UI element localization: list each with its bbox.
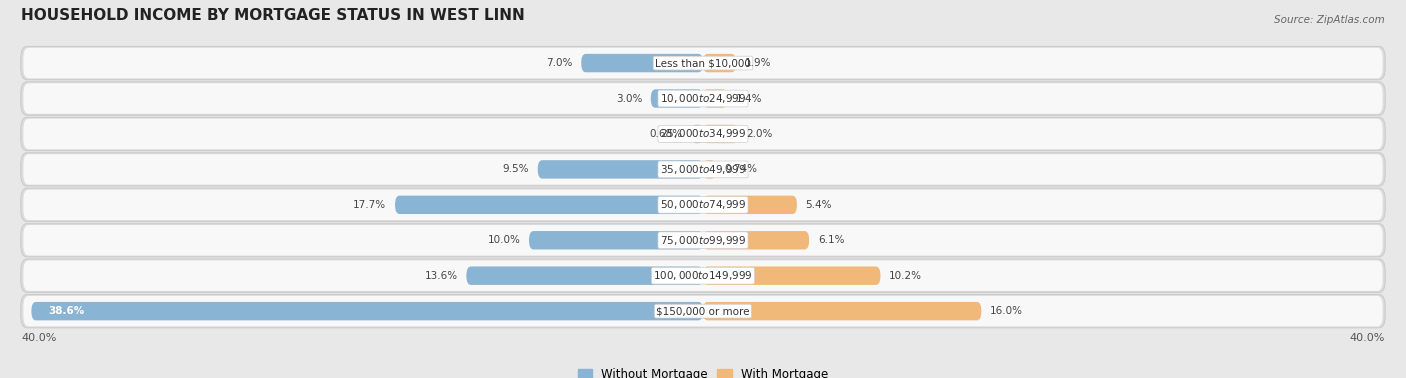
Text: Source: ZipAtlas.com: Source: ZipAtlas.com (1274, 15, 1385, 25)
FancyBboxPatch shape (703, 89, 727, 108)
FancyBboxPatch shape (703, 196, 797, 214)
FancyBboxPatch shape (21, 224, 1385, 257)
FancyBboxPatch shape (21, 82, 1385, 115)
FancyBboxPatch shape (24, 296, 1382, 326)
FancyBboxPatch shape (395, 196, 703, 214)
Text: 40.0%: 40.0% (1350, 333, 1385, 343)
Text: 1.4%: 1.4% (737, 93, 762, 104)
FancyBboxPatch shape (703, 160, 716, 179)
FancyBboxPatch shape (692, 125, 703, 143)
Text: HOUSEHOLD INCOME BY MORTGAGE STATUS IN WEST LINN: HOUSEHOLD INCOME BY MORTGAGE STATUS IN W… (21, 8, 524, 23)
Text: 13.6%: 13.6% (425, 271, 458, 281)
Text: 3.0%: 3.0% (616, 93, 643, 104)
Text: 5.4%: 5.4% (806, 200, 832, 210)
Text: 9.5%: 9.5% (502, 164, 529, 174)
FancyBboxPatch shape (21, 46, 1385, 80)
Text: $25,000 to $34,999: $25,000 to $34,999 (659, 127, 747, 141)
Text: $10,000 to $24,999: $10,000 to $24,999 (659, 92, 747, 105)
Text: 7.0%: 7.0% (546, 58, 572, 68)
FancyBboxPatch shape (24, 190, 1382, 220)
FancyBboxPatch shape (31, 302, 703, 321)
Text: 2.0%: 2.0% (747, 129, 773, 139)
Text: 38.6%: 38.6% (49, 306, 84, 316)
FancyBboxPatch shape (24, 83, 1382, 114)
FancyBboxPatch shape (24, 119, 1382, 149)
Text: 16.0%: 16.0% (990, 306, 1024, 316)
FancyBboxPatch shape (537, 160, 703, 179)
FancyBboxPatch shape (529, 231, 703, 249)
FancyBboxPatch shape (703, 231, 808, 249)
FancyBboxPatch shape (24, 48, 1382, 78)
FancyBboxPatch shape (21, 259, 1385, 292)
Text: 0.74%: 0.74% (724, 164, 758, 174)
Legend: Without Mortgage, With Mortgage: Without Mortgage, With Mortgage (574, 363, 832, 378)
FancyBboxPatch shape (703, 302, 981, 321)
Text: 1.9%: 1.9% (745, 58, 772, 68)
Text: 40.0%: 40.0% (21, 333, 56, 343)
FancyBboxPatch shape (703, 54, 737, 72)
Text: 0.68%: 0.68% (650, 129, 682, 139)
FancyBboxPatch shape (21, 188, 1385, 222)
Text: $150,000 or more: $150,000 or more (657, 306, 749, 316)
FancyBboxPatch shape (467, 266, 703, 285)
FancyBboxPatch shape (21, 153, 1385, 186)
FancyBboxPatch shape (24, 154, 1382, 184)
Text: 10.2%: 10.2% (889, 271, 922, 281)
FancyBboxPatch shape (24, 225, 1382, 256)
FancyBboxPatch shape (24, 260, 1382, 291)
FancyBboxPatch shape (651, 89, 703, 108)
Text: 17.7%: 17.7% (353, 200, 387, 210)
FancyBboxPatch shape (21, 117, 1385, 150)
Text: Less than $10,000: Less than $10,000 (655, 58, 751, 68)
FancyBboxPatch shape (703, 266, 880, 285)
Text: $100,000 to $149,999: $100,000 to $149,999 (654, 269, 752, 282)
FancyBboxPatch shape (21, 294, 1385, 328)
Text: 10.0%: 10.0% (488, 235, 520, 245)
FancyBboxPatch shape (581, 54, 703, 72)
Text: 6.1%: 6.1% (818, 235, 845, 245)
FancyBboxPatch shape (703, 125, 738, 143)
Text: $35,000 to $49,999: $35,000 to $49,999 (659, 163, 747, 176)
Text: $50,000 to $74,999: $50,000 to $74,999 (659, 198, 747, 211)
Text: $75,000 to $99,999: $75,000 to $99,999 (659, 234, 747, 247)
